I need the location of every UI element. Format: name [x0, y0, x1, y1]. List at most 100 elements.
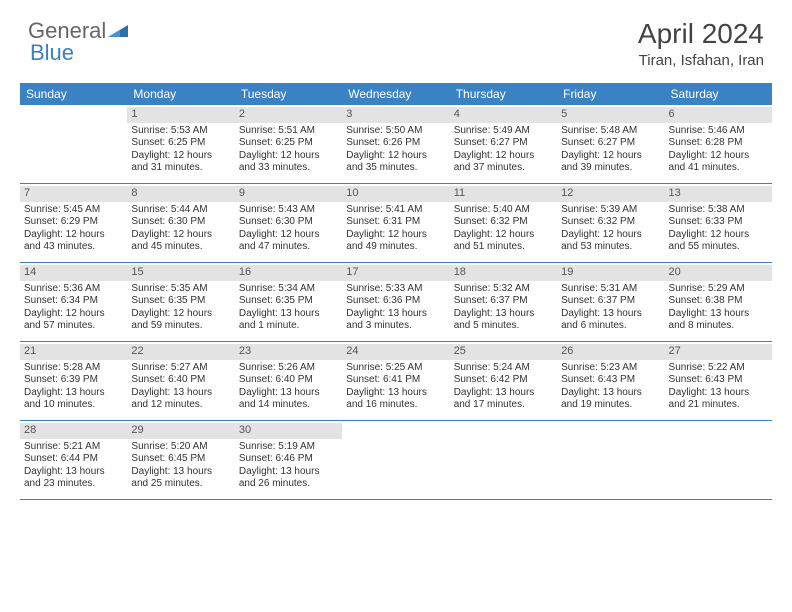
sunset-line: Sunset: 6:38 PM — [669, 295, 768, 308]
day-cell: 23Sunrise: 5:26 AMSunset: 6:40 PMDayligh… — [235, 342, 342, 420]
weekday-header: Wednesday — [342, 83, 449, 105]
sunrise-line: Sunrise: 5:43 AM — [239, 204, 338, 217]
sunset-line: Sunset: 6:37 PM — [454, 295, 553, 308]
daylight-line: Daylight: 13 hours and 10 minutes. — [24, 387, 123, 412]
day-number: 28 — [20, 423, 127, 439]
weekday-header: Saturday — [665, 83, 772, 105]
day-info: Sunrise: 5:25 AMSunset: 6:41 PMDaylight:… — [346, 362, 445, 412]
day-info: Sunrise: 5:45 AMSunset: 6:29 PMDaylight:… — [24, 204, 123, 254]
day-cell: 13 Sunrise: 5:38 AMSunset: 6:33 PMDayligh… — [665, 184, 772, 262]
day-cell: 22Sunrise: 5:27 AMSunset: 6:40 PMDayligh… — [127, 342, 234, 420]
daylight-line: Daylight: 12 hours and 35 minutes. — [346, 150, 445, 175]
calendar-grid: SundayMondayTuesdayWednesdayThursdayFrid… — [20, 83, 772, 500]
day-number — [20, 107, 127, 123]
sunset-line: Sunset: 6:29 PM — [24, 216, 123, 229]
sunrise-line: Sunrise: 5:50 AM — [346, 125, 445, 138]
day-number: 13 — [665, 186, 772, 202]
week-row: 14Sunrise: 5:36 AMSunset: 6:34 PMDayligh… — [20, 263, 772, 342]
sunset-line: Sunset: 6:40 PM — [131, 374, 230, 387]
day-number: 19 — [557, 265, 664, 281]
day-info: Sunrise: 5:27 AMSunset: 6:40 PMDaylight:… — [131, 362, 230, 412]
day-number: 26 — [557, 344, 664, 360]
day-cell — [450, 421, 557, 499]
sunset-line: Sunset: 6:25 PM — [239, 137, 338, 150]
sunset-line: Sunset: 6:30 PM — [131, 216, 230, 229]
day-cell — [557, 421, 664, 499]
day-cell: 18Sunrise: 5:32 AMSunset: 6:37 PMDayligh… — [450, 263, 557, 341]
day-info: Sunrise: 5:31 AMSunset: 6:37 PMDaylight:… — [561, 283, 660, 333]
weekday-header: Sunday — [20, 83, 127, 105]
sunrise-line: Sunrise: 5:31 AM — [561, 283, 660, 296]
sunset-line: Sunset: 6:27 PM — [454, 137, 553, 150]
weeks-container: 1Sunrise: 5:53 AMSunset: 6:25 PMDaylight… — [20, 105, 772, 500]
sunset-line: Sunset: 6:31 PM — [346, 216, 445, 229]
daylight-line: Daylight: 12 hours and 53 minutes. — [561, 229, 660, 254]
day-number: 5 — [557, 107, 664, 123]
sunset-line: Sunset: 6:34 PM — [24, 295, 123, 308]
daylight-line: Daylight: 13 hours and 12 minutes. — [131, 387, 230, 412]
daylight-line: Daylight: 13 hours and 5 minutes. — [454, 308, 553, 333]
day-info: Sunrise: 5:21 AMSunset: 6:44 PMDaylight:… — [24, 441, 123, 491]
sunset-line: Sunset: 6:43 PM — [561, 374, 660, 387]
sunset-line: Sunset: 6:32 PM — [454, 216, 553, 229]
day-number: 11 — [450, 186, 557, 202]
day-number: 20 — [665, 265, 772, 281]
daylight-line: Daylight: 12 hours and 37 minutes. — [454, 150, 553, 175]
day-number: 1 — [127, 107, 234, 123]
day-info: Sunrise: 5:19 AMSunset: 6:46 PMDaylight:… — [239, 441, 338, 491]
day-cell: 14Sunrise: 5:36 AMSunset: 6:34 PMDayligh… — [20, 263, 127, 341]
day-number: 12 — [557, 186, 664, 202]
daylight-line: Daylight: 12 hours and 49 minutes. — [346, 229, 445, 254]
sunrise-line: Sunrise: 5:40 AM — [454, 204, 553, 217]
day-cell: 29Sunrise: 5:20 AMSunset: 6:45 PMDayligh… — [127, 421, 234, 499]
day-cell: 20Sunrise: 5:29 AMSunset: 6:38 PMDayligh… — [665, 263, 772, 341]
day-info: Sunrise: 5:35 AMSunset: 6:35 PMDaylight:… — [131, 283, 230, 333]
brand-part2: Blue — [30, 40, 74, 65]
day-info: Sunrise: 5:28 AMSunset: 6:39 PMDaylight:… — [24, 362, 123, 412]
daylight-line: Daylight: 12 hours and 43 minutes. — [24, 229, 123, 254]
day-cell: 2Sunrise: 5:51 AMSunset: 6:25 PMDaylight… — [235, 105, 342, 183]
daylight-line: Daylight: 12 hours and 59 minutes. — [131, 308, 230, 333]
daylight-line: Daylight: 13 hours and 19 minutes. — [561, 387, 660, 412]
title-block: April 2024 Tiran, Isfahan, Iran — [638, 18, 764, 69]
day-number: 29 — [127, 423, 234, 439]
day-info: Sunrise: 5:24 AMSunset: 6:42 PMDaylight:… — [454, 362, 553, 412]
day-number: 27 — [665, 344, 772, 360]
sunrise-line: Sunrise: 5:33 AM — [346, 283, 445, 296]
day-info: Sunrise: 5:33 AMSunset: 6:36 PMDaylight:… — [346, 283, 445, 333]
day-info: Sunrise: 5:43 AMSunset: 6:30 PMDaylight:… — [239, 204, 338, 254]
day-number: 6 — [665, 107, 772, 123]
daylight-line: Daylight: 12 hours and 47 minutes. — [239, 229, 338, 254]
sunrise-line: Sunrise: 5:44 AM — [131, 204, 230, 217]
sunrise-line: Sunrise: 5:41 AM — [346, 204, 445, 217]
day-cell — [20, 105, 127, 183]
daylight-line: Daylight: 13 hours and 25 minutes. — [131, 466, 230, 491]
day-cell: 5Sunrise: 5:48 AMSunset: 6:27 PMDaylight… — [557, 105, 664, 183]
day-number: 30 — [235, 423, 342, 439]
day-number — [665, 423, 772, 439]
day-info: Sunrise: 5:34 AMSunset: 6:35 PMDaylight:… — [239, 283, 338, 333]
sunset-line: Sunset: 6:35 PM — [239, 295, 338, 308]
sunrise-line: Sunrise: 5:39 AM — [561, 204, 660, 217]
day-cell: 15Sunrise: 5:35 AMSunset: 6:35 PMDayligh… — [127, 263, 234, 341]
day-cell: 24Sunrise: 5:25 AMSunset: 6:41 PMDayligh… — [342, 342, 449, 420]
day-info: Sunrise: 5:22 AMSunset: 6:43 PMDaylight:… — [669, 362, 768, 412]
weekday-header: Tuesday — [235, 83, 342, 105]
daylight-line: Daylight: 13 hours and 14 minutes. — [239, 387, 338, 412]
day-number: 10 — [342, 186, 449, 202]
day-info: Sunrise: 5:51 AMSunset: 6:25 PMDaylight:… — [239, 125, 338, 175]
sunrise-line: Sunrise: 5:36 AM — [24, 283, 123, 296]
day-info: Sunrise: 5:46 AMSunset: 6:28 PMDaylight:… — [669, 125, 768, 175]
sunset-line: Sunset: 6:33 PM — [669, 216, 768, 229]
day-cell: 17Sunrise: 5:33 AMSunset: 6:36 PMDayligh… — [342, 263, 449, 341]
day-info: Sunrise: 5:38 AMSunset: 6:33 PMDaylight:… — [669, 204, 768, 254]
sunset-line: Sunset: 6:32 PM — [561, 216, 660, 229]
day-info: Sunrise: 5:49 AMSunset: 6:27 PMDaylight:… — [454, 125, 553, 175]
daylight-line: Daylight: 13 hours and 1 minute. — [239, 308, 338, 333]
week-row: 28 Sunrise: 5:21 AMSunset: 6:44 PMDayligh… — [20, 421, 772, 500]
day-number: 7 — [20, 186, 127, 202]
weekday-header: Friday — [557, 83, 664, 105]
day-cell — [342, 421, 449, 499]
daylight-line: Daylight: 13 hours and 21 minutes. — [669, 387, 768, 412]
sunset-line: Sunset: 6:39 PM — [24, 374, 123, 387]
